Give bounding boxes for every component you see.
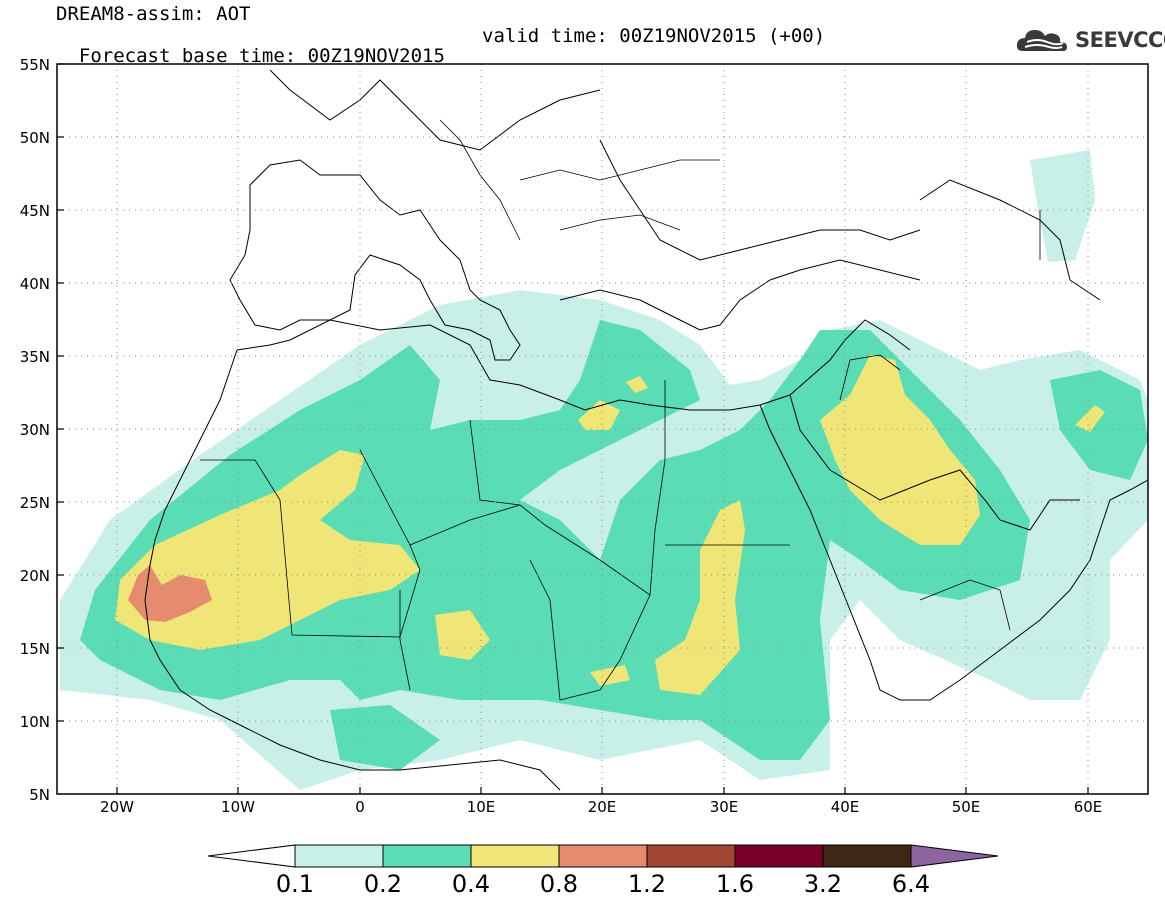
lon-label: 0 (355, 798, 365, 816)
lat-label: 10N (20, 713, 50, 731)
lat-label: 55N (20, 56, 50, 74)
chart-title: DREAM8-assim: AOT (56, 3, 251, 25)
lat-label: 45N (20, 202, 50, 220)
lat-label: 35N (20, 348, 50, 366)
lat-label: 25N (20, 494, 50, 512)
lat-label: 15N (20, 640, 50, 658)
lon-label: 20E (588, 798, 617, 816)
colorbar-swatch (470, 844, 560, 868)
lat-label: 40N (20, 275, 50, 293)
seevccc-logo: SEEVCCC (1015, 24, 1165, 56)
longitude-labels: 20W 10W 0 10E 20E 30E 40E 50E 60E (100, 798, 1102, 816)
lon-label: 10W (221, 798, 255, 816)
colorbar-label: 1.6 (715, 870, 755, 898)
colorbar-under-arrow (207, 844, 296, 868)
cloud-logo-icon (1016, 30, 1067, 52)
base-time-text: Forecast base time: 00Z19NOV2015 (78, 45, 445, 67)
lon-label: 10E (467, 798, 496, 816)
lon-label: 20W (100, 798, 134, 816)
colorbar-swatch (382, 844, 472, 868)
colorbar-label: 6.4 (891, 870, 931, 898)
lat-label: 30N (20, 421, 50, 439)
coastlines (144, 69, 1149, 791)
lon-label: 30E (710, 798, 739, 816)
colorbar (207, 844, 999, 868)
colorbar-swatch (646, 844, 736, 868)
colorbar-swatch (294, 844, 384, 868)
valid-time-text: valid time: 00Z19NOV2015 (+00) (482, 25, 826, 47)
colorbar-label: 0.1 (275, 870, 315, 898)
colorbar-label: 0.8 (539, 870, 579, 898)
country-borders (200, 119, 1041, 701)
aot-shading (60, 150, 1148, 790)
colorbar-swatch (734, 844, 824, 868)
colorbar-label: 3.2 (803, 870, 843, 898)
colorbar-swatch (822, 844, 912, 868)
lat-label: 20N (20, 567, 50, 585)
colorbar-over-arrow (910, 844, 999, 868)
lat-label: 50N (20, 129, 50, 147)
logo-text: SEEVCCC (1075, 28, 1165, 52)
lon-label: 60E (1074, 798, 1103, 816)
axis-ticks (57, 63, 1089, 794)
colorbar-swatch (558, 844, 648, 868)
lon-label: 40E (831, 798, 860, 816)
latitude-labels: 55N 50N 45N 40N 35N 30N 25N 20N 15N 10N … (20, 56, 50, 804)
colorbar-label: 0.2 (363, 870, 403, 898)
lon-label: 50E (952, 798, 981, 816)
colorbar-label: 0.4 (451, 870, 491, 898)
forecast-base-time: Forecast base time: 00Z19NOV2015 valid t… (56, 26, 825, 86)
colorbar-label: 1.2 (627, 870, 667, 898)
lat-label: 5N (29, 786, 50, 804)
